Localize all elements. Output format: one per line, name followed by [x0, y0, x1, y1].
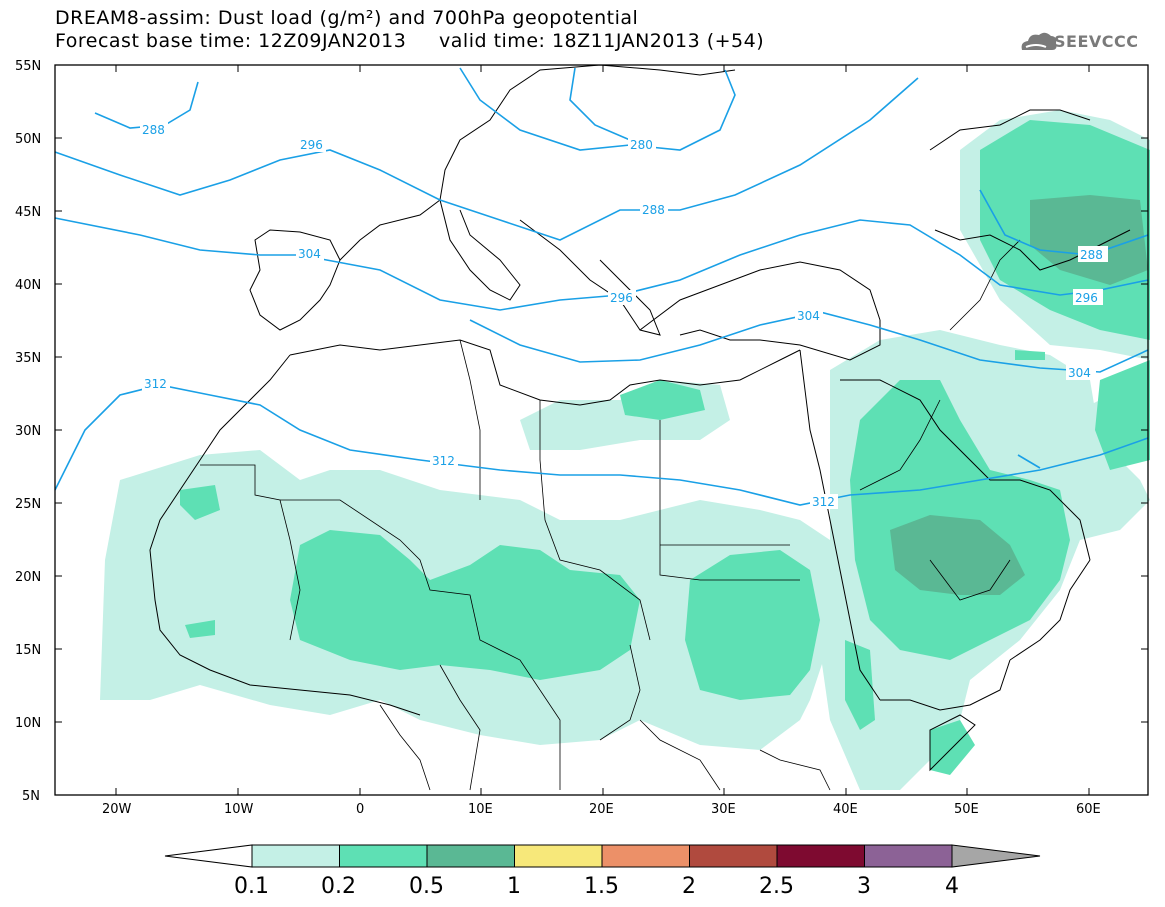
contour-label: 312	[812, 495, 835, 509]
colorbar-tick: 0.5	[409, 874, 444, 899]
lat-label: 25N	[15, 497, 41, 512]
colorbar-swatch	[601, 844, 690, 868]
cloud-icon	[1021, 32, 1057, 50]
lat-label: 30N	[15, 424, 41, 439]
lon-label: 10E	[468, 802, 493, 817]
colorbar-tick: 0.2	[321, 874, 356, 899]
colorbar-tick: 2	[682, 874, 696, 899]
lat-label: 10N	[15, 716, 41, 731]
contour-label: 288	[642, 203, 665, 217]
colorbar-swatch	[426, 844, 515, 868]
colorbar-tick: 2.5	[759, 874, 794, 899]
lat-label: 35N	[15, 351, 41, 366]
lon-axis	[115, 65, 1090, 795]
lat-label: 55N	[15, 59, 41, 74]
lon-label: 20W	[102, 802, 132, 817]
colorbar-tick: 1	[507, 874, 521, 899]
contour-label: 312	[144, 377, 167, 391]
map-subtitle: Forecast base time: 12Z09JAN2013 valid t…	[55, 30, 765, 52]
contour-label: 296	[1075, 291, 1098, 305]
lon-label: 40E	[833, 802, 858, 817]
colorbar-swatch	[689, 844, 778, 868]
map-title: DREAM8-assim: Dust load (g/m²) and 700hP…	[55, 7, 639, 29]
colorbar-swatch	[776, 844, 865, 868]
colorbar-tick: 1.5	[584, 874, 619, 899]
logo-text: SEEVCCC	[1054, 32, 1139, 51]
lon-label: 0	[356, 802, 364, 817]
colorbar	[164, 844, 1041, 868]
lon-label: 20E	[589, 802, 614, 817]
contour-label: 288	[142, 123, 165, 137]
colorbar-swatch	[864, 844, 953, 868]
lon-labels: 20W 10W 0 10E 20E 30E 40E 50E 60E	[102, 802, 1101, 817]
contour-label: 304	[298, 247, 321, 261]
country-borders	[200, 239, 1021, 791]
lat-label: 40N	[15, 278, 41, 293]
colorbar-right-arrow	[951, 844, 1041, 868]
lat-labels: 55N 50N 45N 40N 35N 30N 25N 20N 15N 10N …	[15, 59, 41, 804]
lon-label: 30E	[711, 802, 736, 817]
lat-axis	[55, 64, 1148, 796]
colorbar-swatch	[514, 844, 603, 868]
contour-label: 296	[610, 291, 633, 305]
lon-label: 50E	[954, 802, 979, 817]
lat-label: 20N	[15, 570, 41, 585]
colorbar-swatch	[251, 844, 340, 868]
colorbar-swatch	[339, 844, 428, 868]
lat-label: 50N	[15, 132, 41, 147]
colorbar-tick: 0.1	[234, 874, 269, 899]
contour-label: 312	[432, 454, 455, 468]
colorbar-ticks: 0.1 0.2 0.5 1 1.5 2 2.5 3 4	[234, 874, 959, 899]
contour-label: 280	[630, 138, 653, 152]
contour-label: 304	[1068, 366, 1091, 380]
lon-label: 60E	[1076, 802, 1101, 817]
contour-labels: 288 296 280 288 304 296 304 312 312 288 …	[140, 122, 1108, 509]
lat-label: 15N	[15, 643, 41, 658]
contour-label: 288	[1080, 248, 1103, 262]
lat-label: 5N	[22, 789, 40, 804]
colorbar-tick: 3	[857, 874, 871, 899]
lon-label: 10W	[224, 802, 254, 817]
colorbar-left-arrow	[164, 844, 253, 868]
dust-shade-dark	[890, 195, 1148, 595]
colorbar-tick: 4	[945, 874, 959, 899]
contour-label: 296	[300, 138, 323, 152]
contour-label: 304	[797, 309, 820, 323]
lat-label: 45N	[15, 205, 41, 220]
